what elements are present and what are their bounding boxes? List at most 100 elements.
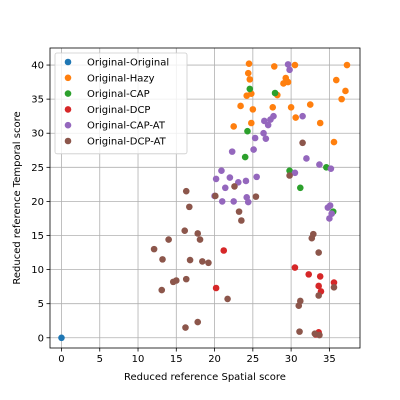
data-point-original-dcp bbox=[305, 271, 313, 278]
data-point-original-dcp-at bbox=[165, 236, 172, 243]
y-tick-label: 5 bbox=[38, 299, 44, 310]
data-point-original-cap bbox=[241, 153, 249, 161]
data-point-original-dcp-at bbox=[182, 324, 189, 331]
data-point-original-dcp-at bbox=[182, 187, 190, 195]
data-point-original-cap-at bbox=[228, 148, 236, 155]
legend-marker bbox=[64, 121, 72, 129]
data-point-original-cap-at bbox=[286, 66, 293, 74]
data-point-original-hazy bbox=[332, 76, 340, 84]
legend-label: Original-Original bbox=[87, 58, 169, 69]
data-point-original-dcp bbox=[315, 282, 322, 290]
data-point-original-dcp-at bbox=[186, 256, 194, 264]
y-tick-label: 30 bbox=[31, 129, 44, 140]
data-point-original-hazy bbox=[269, 104, 277, 111]
data-point-original-dcp bbox=[316, 273, 324, 280]
data-point-original-hazy bbox=[342, 87, 349, 95]
data-point-original-cap-at bbox=[284, 61, 292, 68]
data-point-original-hazy bbox=[338, 95, 345, 103]
data-point-original-dcp bbox=[330, 279, 338, 286]
data-point-original-dcp-at bbox=[150, 245, 158, 253]
data-point-original-cap-at bbox=[326, 215, 333, 222]
data-point-original-cap-at bbox=[212, 175, 220, 183]
data-point-original-dcp-at bbox=[286, 172, 293, 179]
legend-box bbox=[54, 52, 188, 155]
data-point-original-cap-at bbox=[303, 155, 310, 162]
data-point-original-cap-at bbox=[270, 112, 277, 120]
legend-label: Original-DCP bbox=[87, 105, 150, 116]
data-point-original-dcp-at bbox=[295, 302, 303, 310]
y-tick-label: 10 bbox=[31, 265, 44, 276]
x-tick-label: 0 bbox=[58, 354, 64, 365]
data-points bbox=[58, 60, 351, 342]
legend-marker bbox=[64, 106, 72, 113]
data-point-original-hazy bbox=[270, 63, 278, 70]
x-tick-label: 10 bbox=[132, 354, 145, 365]
data-point-original-dcp-at bbox=[186, 203, 193, 211]
legend-marker bbox=[64, 137, 72, 145]
x-tick-label: 5 bbox=[97, 354, 103, 365]
legend-label: Original-Hazy bbox=[87, 73, 155, 84]
data-point-original-cap-at bbox=[327, 165, 335, 172]
data-point-original-dcp-at bbox=[310, 230, 317, 238]
data-point-original-dcp bbox=[220, 247, 228, 254]
data-point-original-hazy bbox=[246, 76, 254, 83]
legend: Original-Original Original-Hazy Original-C… bbox=[54, 52, 188, 155]
data-point-original-hazy bbox=[245, 60, 253, 67]
data-point-original-dcp bbox=[291, 264, 299, 271]
data-point-original-cap-at bbox=[242, 177, 250, 185]
data-point-original-cap-at bbox=[299, 112, 306, 120]
data-point-original-hazy bbox=[343, 61, 351, 69]
legend-marker bbox=[64, 74, 72, 82]
data-point-original-dcp-at bbox=[224, 295, 231, 303]
data-point-original-dcp-at bbox=[159, 256, 166, 263]
x-tick-label: 25 bbox=[246, 354, 259, 365]
data-point-original-dcp-at bbox=[235, 208, 243, 215]
data-point-original-cap bbox=[296, 184, 304, 192]
data-point-original-cap-at bbox=[264, 121, 272, 129]
legend-label: Original-CAP bbox=[87, 89, 150, 100]
data-point-original-dcp-at bbox=[182, 275, 190, 283]
legend-label: Original-DCP-AT bbox=[87, 137, 167, 148]
data-point-original-dcp-at bbox=[172, 277, 180, 284]
y-axis-label: Reduced reference Temporal score bbox=[12, 111, 23, 284]
data-point-original-hazy bbox=[292, 114, 300, 121]
legend-marker bbox=[64, 58, 72, 66]
legend-label: Original-CAP-AT bbox=[87, 121, 166, 132]
data-point-original-hazy bbox=[306, 101, 314, 108]
data-point-original-cap-at bbox=[291, 169, 299, 177]
legend-marker bbox=[64, 90, 72, 97]
data-point-original-hazy bbox=[291, 61, 299, 69]
data-point-original-dcp bbox=[212, 284, 220, 292]
data-point-original-cap-at bbox=[218, 167, 225, 175]
data-point-original-dcp-at bbox=[205, 259, 212, 267]
data-point-original-dcp-at bbox=[181, 227, 189, 235]
data-point-original-hazy bbox=[330, 138, 338, 146]
data-point-original-original bbox=[58, 334, 65, 342]
data-point-original-hazy bbox=[244, 69, 252, 77]
data-point-original-cap-at bbox=[253, 173, 260, 181]
data-point-original-hazy bbox=[237, 102, 244, 110]
data-point-original-dcp-at bbox=[238, 217, 245, 224]
data-point-original-dcp-at bbox=[315, 249, 322, 256]
data-point-original-hazy bbox=[282, 74, 290, 82]
axis-ticks: 0 5 10 15 20 25 30 35 0 5 10 15 20 25 30 35 40 bbox=[31, 61, 335, 365]
data-point-original-dcp-at bbox=[158, 286, 166, 294]
data-point-original-dcp-at bbox=[299, 139, 306, 147]
data-point-original-dcp-at bbox=[194, 318, 202, 326]
data-point-original-dcp-at bbox=[231, 183, 238, 190]
data-point-original-cap-at bbox=[221, 184, 229, 192]
data-point-original-dcp-at bbox=[196, 236, 204, 243]
data-point-original-hazy bbox=[248, 119, 255, 127]
data-point-original-cap-at bbox=[250, 146, 257, 153]
data-point-original-hazy bbox=[230, 123, 238, 130]
data-point-original-hazy bbox=[249, 106, 257, 113]
y-tick-label: 35 bbox=[31, 95, 44, 106]
x-axis-label: Reduced reference Spatial score bbox=[124, 372, 286, 383]
data-point-original-dcp-at bbox=[252, 193, 260, 200]
data-point-original-hazy bbox=[316, 119, 324, 127]
grid bbox=[50, 48, 360, 348]
data-point-original-cap bbox=[286, 167, 293, 175]
data-point-original-cap bbox=[244, 127, 251, 135]
data-point-original-dcp-at bbox=[296, 328, 303, 335]
